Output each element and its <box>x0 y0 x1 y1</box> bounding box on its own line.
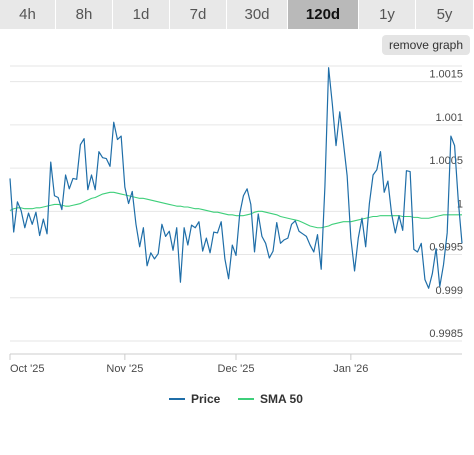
x-tick-label: Oct '25 <box>10 363 45 375</box>
x-tick-label: Dec '25 <box>218 363 255 375</box>
y-tick-label: 1.0015 <box>429 69 463 81</box>
sma-line-swatch-icon <box>238 398 254 400</box>
remove-graph-button[interactable]: remove graph <box>382 35 470 55</box>
x-tick-label: Jan '26 <box>333 363 368 375</box>
x-axis: Oct '25 Nov '25 Dec '25 Jan '26 <box>9 353 462 375</box>
x-tick-label: Nov '25 <box>106 363 143 375</box>
price-chart: 1.0015 1.001 1.0005 1 0.9995 0.999 0.9985 Oct … <box>9 65 463 375</box>
legend-item-price[interactable]: Price <box>169 392 220 406</box>
tab-5y[interactable]: 5y <box>416 0 474 29</box>
legend: Price SMA 50 <box>0 392 474 412</box>
price-line <box>9 67 463 289</box>
tab-1d[interactable]: 1d <box>113 0 170 29</box>
tab-4h[interactable]: 4h <box>0 0 56 29</box>
tab-1y[interactable]: 1y <box>359 0 416 29</box>
y-tick-label: 0.999 <box>435 285 463 297</box>
grid-lines <box>10 65 462 342</box>
y-tick-label: 1.001 <box>435 112 463 124</box>
y-tick-label: 0.9995 <box>429 242 463 254</box>
tab-7d[interactable]: 7d <box>170 0 227 29</box>
legend-label-sma50: SMA 50 <box>260 392 303 406</box>
tab-8h[interactable]: 8h <box>56 0 113 29</box>
legend-item-sma50[interactable]: SMA 50 <box>238 392 303 406</box>
tab-120d[interactable]: 120d <box>288 0 359 29</box>
plot-area <box>9 67 463 289</box>
y-axis: 1.0015 1.001 1.0005 1 0.9995 0.999 0.9985 <box>429 69 463 340</box>
y-tick-label: 0.9985 <box>429 328 463 340</box>
y-tick-label: 1 <box>457 198 463 210</box>
sma50-line <box>9 191 462 229</box>
price-line-swatch-icon <box>169 398 185 400</box>
timeframe-tabs: 4h 8h 1d 7d 30d 120d 1y 5y <box>0 0 474 30</box>
legend-label-price: Price <box>191 392 221 406</box>
y-tick-label: 1.0005 <box>429 155 463 167</box>
tab-30d[interactable]: 30d <box>227 0 288 29</box>
